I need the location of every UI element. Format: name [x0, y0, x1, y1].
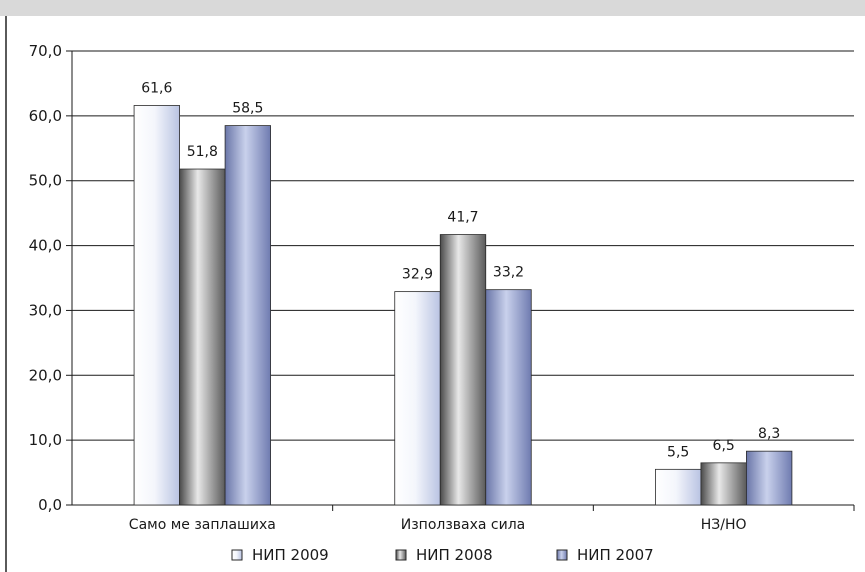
label-layer: 61,6 51,8 58,5 32,9 41,7 33,2 5,5 6,5 8,3: [141, 80, 780, 460]
bar-layer: [133, 105, 793, 506]
data-label: 61,6: [141, 80, 172, 96]
bar-нип-2008: [700, 462, 747, 506]
legend-swatch: [231, 549, 243, 561]
category-label: НЗ/НО: [701, 517, 747, 533]
bar-нип-2009: [655, 468, 702, 506]
data-label: 6,5: [713, 438, 735, 454]
legend-label: НИП 2008: [416, 546, 493, 564]
legend: НИП 2009 НИП 2008 НИП 2007: [231, 546, 654, 564]
bar-нип-2007: [746, 450, 793, 506]
data-label: 51,8: [187, 144, 218, 160]
data-label: 41,7: [447, 210, 478, 226]
top-band: [0, 0, 865, 16]
y-tick-label: 40,0: [29, 237, 62, 255]
y-tick-label: 20,0: [29, 366, 62, 384]
bar-нип-2008: [179, 168, 226, 506]
category-label: Само ме заплашиха: [129, 517, 276, 533]
category-label: Използваха сила: [401, 517, 526, 533]
data-label: 32,9: [402, 267, 433, 283]
legend-label: НИП 2007: [577, 546, 654, 564]
data-label: 58,5: [232, 101, 263, 117]
y-tick-label: 50,0: [29, 172, 62, 190]
legend-swatch: [556, 549, 568, 561]
y-tick-label: 70,0: [29, 42, 62, 60]
bar-нип-2007: [485, 289, 532, 506]
left-rule: [5, 16, 7, 572]
data-label: 5,5: [667, 444, 689, 460]
data-label: 8,3: [758, 426, 780, 442]
bar-нип-2007: [224, 125, 271, 506]
y-tick-label: 60,0: [29, 107, 62, 125]
bar-нип-2009: [133, 105, 180, 506]
legend-swatch: [395, 549, 407, 561]
legend-label: НИП 2009: [252, 546, 329, 564]
data-label: 33,2: [493, 265, 524, 281]
y-tick-label: 30,0: [29, 301, 62, 319]
y-tick-label: 10,0: [29, 431, 62, 449]
y-tick-label: 0,0: [38, 496, 62, 514]
bar-нип-2008: [439, 234, 487, 506]
bar-нип-2009: [394, 291, 441, 506]
